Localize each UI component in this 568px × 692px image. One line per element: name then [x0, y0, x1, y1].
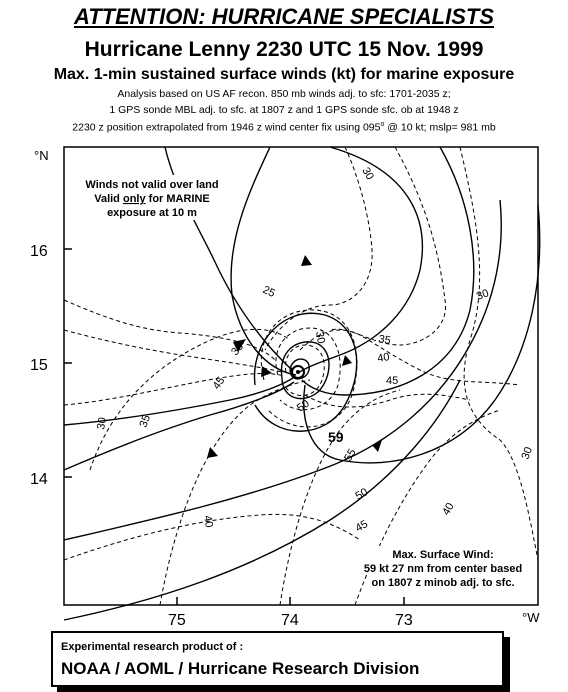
max-wind-note: Max. Surface Wind: 59 kt 27 nm from cent… [364, 546, 522, 590]
svg-text:40: 40 [376, 351, 390, 365]
svg-text:40: 40 [440, 501, 457, 518]
svg-text:30: 30 [475, 287, 491, 302]
lat-unit-label: °N [34, 148, 49, 163]
land-note-1: Winds not valid over land [85, 179, 218, 191]
lon-unit-label: °W [522, 610, 540, 625]
svg-text:55: 55 [342, 447, 359, 464]
svg-text:40: 40 [201, 514, 215, 528]
svg-text:35: 35 [377, 333, 391, 347]
svg-text:50: 50 [354, 486, 371, 503]
svg-text:30: 30 [359, 166, 376, 183]
lat-label-16: 16 [30, 243, 48, 260]
analysis-note-3-text: 2230 z position extrapolated from 1946 z… [72, 121, 381, 134]
storm-center-dot [296, 370, 300, 374]
svg-text:35: 35 [138, 413, 153, 429]
axis-ticks [64, 248, 405, 605]
storm-center-icon [291, 365, 305, 379]
analysis-note-3-tail: @ 10 kt; mslp= 981 mb [384, 121, 496, 134]
lat-label-15: 15 [30, 357, 48, 374]
degree-mark: o [380, 121, 385, 128]
svg-text:30: 30 [95, 416, 109, 430]
analysis-note-1: Analysis based on US AF recon. 850 mb wi… [117, 88, 451, 100]
streamlines [63, 146, 541, 621]
max-wind-note-1: Max. Surface Wind: [392, 549, 493, 561]
lat-label-14: 14 [30, 471, 48, 488]
credit-line-2: NOAA / AOML / Hurricane Research Divisio… [61, 659, 420, 678]
svg-text:45: 45 [386, 375, 398, 387]
max-wind-value: 59 [328, 429, 344, 445]
land-note: Winds not valid over land Valid only for… [76, 175, 228, 220]
svg-text:45: 45 [211, 375, 228, 392]
lon-label-75: 75 [168, 612, 186, 629]
land-note-2: Valid only for MARINE [94, 193, 210, 205]
isotach-labels: 30 25 30 35 40 45 45 35 30 50 55 50 45 4… [95, 166, 535, 535]
svg-text:50: 50 [295, 398, 312, 415]
max-wind-note-3: on 1807 z minob adj. to sfc. [371, 577, 514, 589]
flow-arrows [207, 255, 382, 458]
credit-box: Experimental research product of : NOAA … [51, 631, 504, 687]
svg-text:45: 45 [354, 518, 371, 535]
land-note-3: exposure at 10 m [107, 207, 197, 219]
page-title: Hurricane Lenny 2230 UTC 15 Nov. 1999 [84, 38, 484, 61]
attention-banner: ATTENTION: HURRICANE SPECIALISTS [73, 4, 495, 29]
analysis-note-3: 2230 z position extrapolated from 1946 z… [0, 121, 568, 134]
credit-line-1: Experimental research product of : [61, 641, 244, 653]
subtitle: Max. 1-min sustained surface winds (kt) … [53, 66, 515, 83]
max-wind-note-2: 59 kt 27 nm from center based [364, 563, 522, 575]
map-frame [63, 146, 539, 606]
lon-label-74: 74 [281, 612, 299, 629]
analysis-note-2: 1 GPS sonde MBL adj. to sfc. at 1807 z a… [109, 104, 459, 116]
svg-text:25: 25 [261, 284, 277, 300]
lon-label-73: 73 [395, 612, 413, 629]
svg-text:30: 30 [313, 330, 327, 344]
svg-text:30: 30 [520, 445, 535, 461]
